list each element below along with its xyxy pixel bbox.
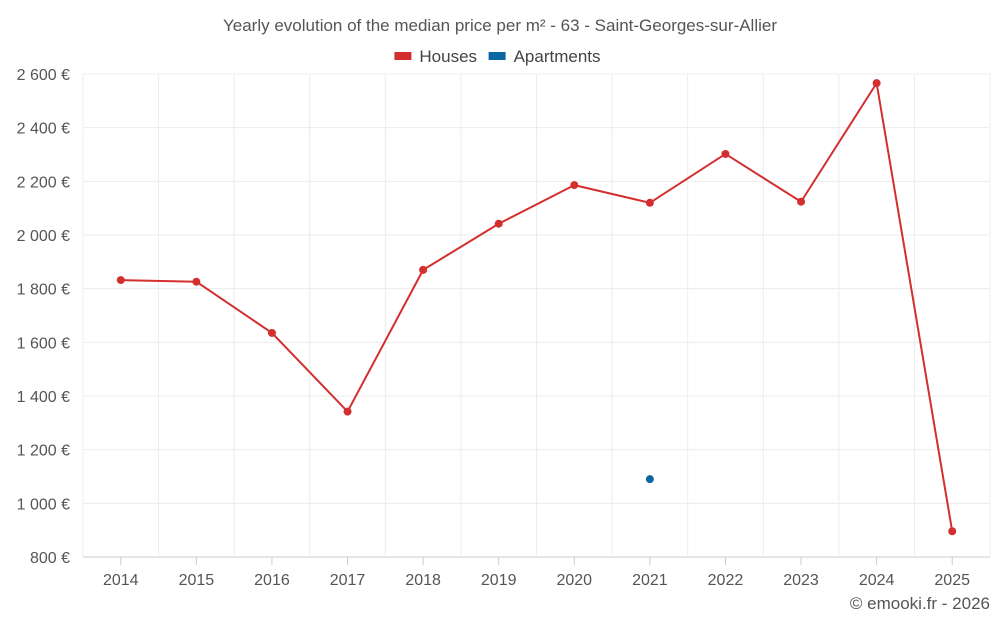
y-tick-label: 800 € (30, 550, 70, 567)
x-tick-label: 2022 (708, 572, 744, 589)
legend-item-apartments[interactable]: Apartments (488, 47, 601, 66)
series-line-houses (120, 82, 954, 532)
chart-title: Yearly evolution of the median price per… (223, 16, 777, 35)
x-tick-label: 2021 (632, 572, 668, 589)
x-tick-label: 2024 (859, 572, 895, 589)
data-point-houses-2014[interactable] (116, 276, 125, 285)
x-tick-label: 2020 (556, 572, 592, 589)
data-point-houses-2021[interactable] (645, 198, 654, 207)
y-tick-label: 1 000 € (17, 496, 70, 513)
x-tick-label: 2015 (179, 572, 215, 589)
legend-swatch (488, 52, 506, 60)
y-tick-label: 2 000 € (17, 228, 70, 245)
x-tick-label: 2017 (330, 572, 366, 589)
legend-swatch (394, 52, 412, 60)
y-tick-label: 2 600 € (17, 67, 70, 84)
data-point-houses-2020[interactable] (570, 181, 579, 190)
x-tick-label: 2016 (254, 572, 290, 589)
x-tick-label: 2014 (103, 572, 139, 589)
legend-label: Apartments (514, 47, 601, 66)
data-point-houses-2015[interactable] (192, 277, 201, 286)
y-tick-label: 2 200 € (17, 174, 70, 191)
legend: Houses Apartments (394, 47, 601, 66)
y-tick-label: 1 800 € (17, 282, 70, 299)
y-tick-label: 1 600 € (17, 335, 70, 352)
x-tick-label: 2018 (405, 572, 441, 589)
credit-text: © emooki.fr - 2026 (850, 594, 990, 613)
data-point-houses-2018[interactable] (419, 265, 428, 274)
data-point-houses-2017[interactable] (343, 407, 352, 416)
grid (82, 73, 991, 558)
x-tick-label: 2025 (934, 572, 970, 589)
x-axis: 2014 2015 2016 2017 2018 2019 2020 2021 2022 2023… (103, 557, 970, 589)
data-point-houses-2024[interactable] (872, 79, 881, 88)
data-point-houses-2016[interactable] (267, 328, 276, 337)
data-point-houses-2019[interactable] (494, 219, 503, 228)
legend-item-houses[interactable]: Houses (394, 47, 477, 66)
x-tick-label: 2023 (783, 572, 819, 589)
x-tick-label: 2019 (481, 572, 517, 589)
y-tick-label: 1 400 € (17, 389, 70, 406)
series-layer (116, 79, 957, 536)
series-apartments (645, 475, 654, 484)
y-tick-label: 2 400 € (17, 121, 70, 138)
data-point-apartments-2021[interactable] (645, 475, 654, 484)
data-point-houses-2025[interactable] (948, 527, 957, 536)
data-point-houses-2022[interactable] (721, 149, 730, 158)
data-point-houses-2023[interactable] (797, 197, 806, 206)
y-tick-label: 1 200 € (17, 443, 70, 460)
legend-label: Houses (419, 47, 477, 66)
y-axis: 800 € 1 000 € 1 200 € 1 400 € 1 600 € 1 800 €… (17, 67, 70, 567)
series-houses (116, 79, 957, 536)
